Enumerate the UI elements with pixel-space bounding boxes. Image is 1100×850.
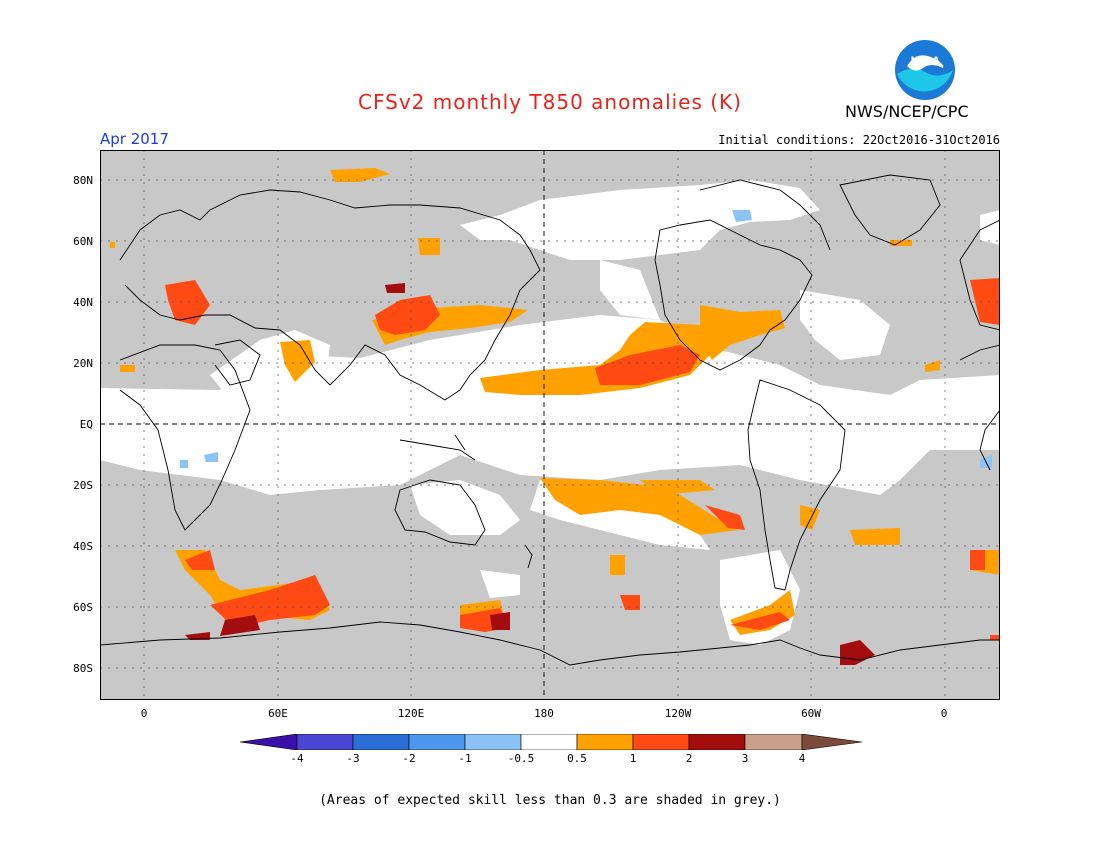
lat-label-20s: 20S: [73, 479, 93, 492]
colorbar-segment: [576, 734, 634, 750]
lat-label-20n: 20N: [73, 357, 93, 370]
colorbar-segment: [801, 734, 862, 750]
colorbar-segment: [352, 734, 410, 750]
lon-label-120e: 120E: [397, 707, 425, 720]
colorbar-segment: [520, 734, 578, 750]
colorbar-label: -1: [458, 752, 472, 765]
colorbar-label: 2: [685, 752, 693, 765]
svg-text:NOAA: NOAA: [911, 56, 940, 66]
colorbar-segment: [632, 734, 690, 750]
lat-label-80s: 80S: [73, 662, 93, 675]
lon-label-180: 180: [534, 707, 554, 720]
lat-label-80n: 80N: [73, 174, 93, 187]
anomaly-map: [100, 150, 1000, 700]
initial-conditions: Initial conditions: 22Oct2016-31Oct2016: [718, 133, 1000, 147]
organization-label: NWS/NCEP/CPC: [845, 102, 969, 121]
colorbar-label: -0.5: [507, 752, 535, 765]
colorbar-label: 3: [741, 752, 749, 765]
lon-label-0-right: 0: [940, 707, 948, 720]
lon-label-120w: 120W: [664, 707, 692, 720]
equator-dateline: [100, 150, 1000, 700]
lat-label-eq: EQ: [79, 418, 93, 431]
anomaly-negative-regions: [180, 210, 992, 468]
colorbar-label: 0.5: [567, 752, 587, 765]
colorbar-label: 4: [798, 752, 806, 765]
forecast-month: Apr 2017: [100, 130, 169, 148]
colorbar-segment: [464, 734, 522, 750]
colorbar-segment: [744, 734, 803, 750]
noaa-logo: NOAA: [893, 38, 957, 102]
colorbar-segment: [240, 734, 298, 750]
lat-label-40s: 40S: [73, 540, 93, 553]
anomaly-1-2-regions: [165, 278, 1000, 640]
lat-label-60s: 60S: [73, 601, 93, 614]
gridlines: [100, 150, 1000, 700]
colorbar-label: -2: [402, 752, 416, 765]
footnote: (Areas of expected skill less than 0.3 a…: [319, 793, 781, 808]
colorbar-label: 1: [629, 752, 637, 765]
lon-label-60w: 60W: [801, 707, 821, 720]
chart-title: CFSv2 monthly T850 anomalies (K): [358, 90, 742, 114]
lat-label-60n: 60N: [73, 235, 93, 248]
colorbar-segment: [296, 734, 354, 750]
colorbar-label: -3: [346, 752, 360, 765]
lon-label-0-left: 0: [140, 707, 148, 720]
colorbar-segment: [688, 734, 746, 750]
lat-label-40n: 40N: [73, 296, 93, 309]
colorbar-label: -4: [290, 752, 304, 765]
lon-label-60e: 60E: [268, 707, 288, 720]
coastlines: [100, 174, 1000, 666]
colorbar-segment: [408, 734, 466, 750]
colorbar: [240, 734, 862, 750]
